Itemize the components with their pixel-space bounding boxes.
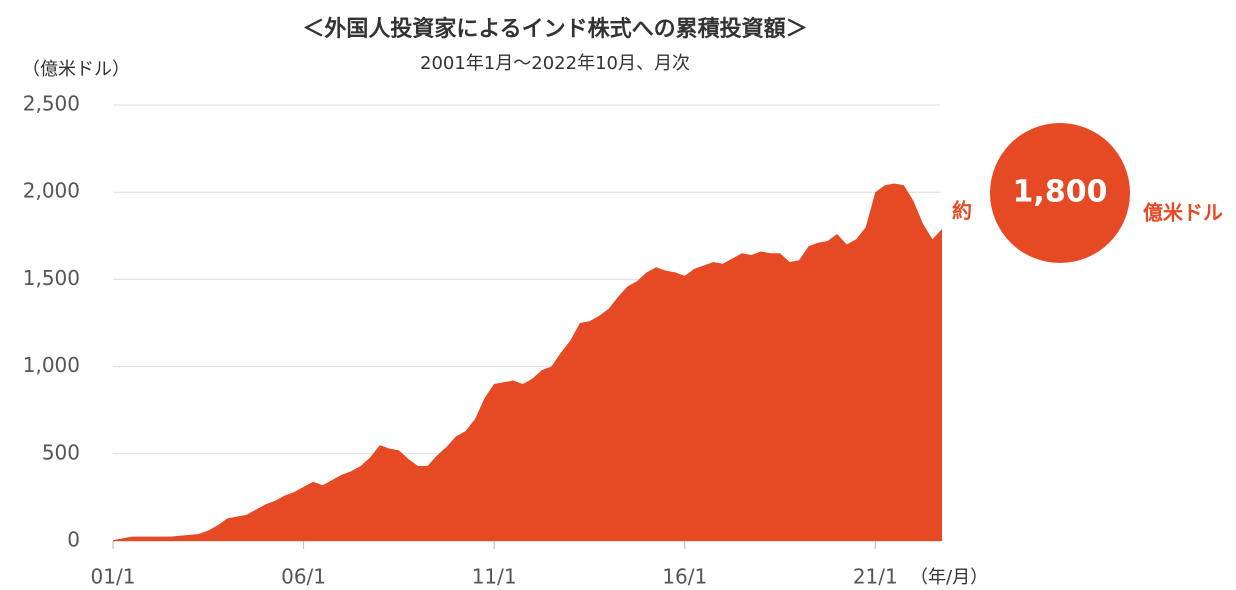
area [113,183,942,542]
chart-subtitle: 2001年1月～2022年10月、月次 [420,53,690,74]
chart-title: ＜外国人投資家によるインド株式への累積投資額＞ [302,16,807,42]
annotation-value: 1,800 [1013,175,1108,210]
y-tick-label: 2,500 [23,92,80,116]
y-tick-label: 500 [42,440,80,464]
x-tick-label: 21/1 [853,565,898,589]
x-tick-label: 16/1 [662,565,707,589]
y-axis-label: （億米ドル） [22,59,130,80]
y-tick-label: 1,000 [23,353,80,377]
annotation-prefix: 約 [952,199,972,223]
x-axis-label: （年/月） [910,567,988,588]
x-tick-label: 11/1 [472,565,517,589]
x-tick-label: 01/1 [91,565,136,589]
y-tick-label: 2,000 [23,179,80,203]
annotation-circle [990,123,1130,263]
y-tick-label: 0 [67,528,80,552]
y-tick-label: 1,500 [23,266,80,290]
x-tick-label: 06/1 [281,565,326,589]
annotation-unit: 億米ドル [1143,201,1223,225]
